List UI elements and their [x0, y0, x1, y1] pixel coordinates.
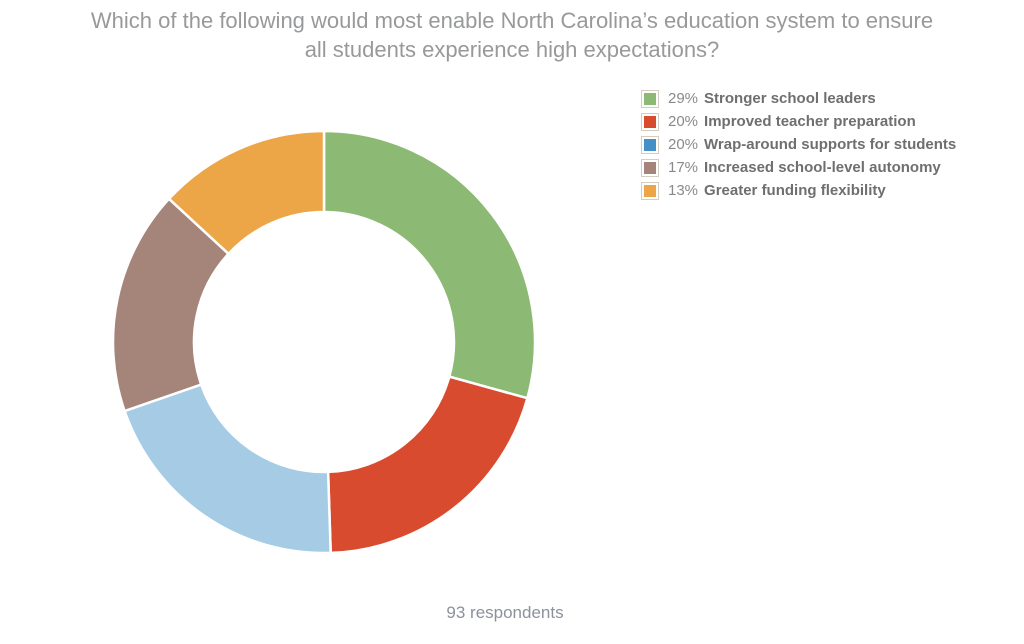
legend-swatch-icon [641, 89, 659, 108]
legend-percent: 20% [668, 136, 699, 153]
chart-title-line2: all students experience high expectation… [304, 37, 720, 63]
legend-label: Stronger school leaders [704, 90, 876, 107]
legend-swatch-icon [641, 135, 659, 154]
legend-item: 29% Stronger school leaders [641, 87, 956, 110]
legend-item: 17% Increased school-level autonomy [641, 156, 956, 179]
legend-item: 13% Greater funding flexibility [641, 179, 956, 202]
legend-percent: 17% [668, 159, 699, 176]
legend-swatch-icon [641, 181, 659, 200]
legend-percent: 13% [668, 182, 699, 199]
legend-item: 20% Wrap-around supports for students [641, 133, 956, 156]
legend-label: Improved teacher preparation [704, 113, 916, 130]
chart-legend: 29% Stronger school leaders 20% Improved te… [641, 87, 956, 202]
legend-label: Wrap-around supports for students [704, 136, 957, 153]
donut-slice [326, 375, 529, 555]
legend-label: Increased school-level autonomy [704, 159, 941, 176]
chart-title-line1: Which of the following would most enable… [90, 8, 934, 33]
legend-percent: 29% [668, 90, 699, 107]
legend-swatch-icon [641, 158, 659, 177]
legend-percent: 20% [668, 113, 699, 130]
legend-item: 20% Improved teacher preparation [641, 110, 956, 133]
legend-label: Greater funding flexibility [704, 182, 886, 199]
donut-slice [167, 129, 326, 256]
legend-swatch-icon [641, 112, 659, 131]
respondents-count: 93 respondents [446, 603, 564, 622]
chart-title: Which of the following would most enable… [0, 6, 1024, 64]
donut-slice [322, 129, 537, 400]
donut-slice [123, 382, 332, 555]
donut-chart [111, 129, 537, 555]
